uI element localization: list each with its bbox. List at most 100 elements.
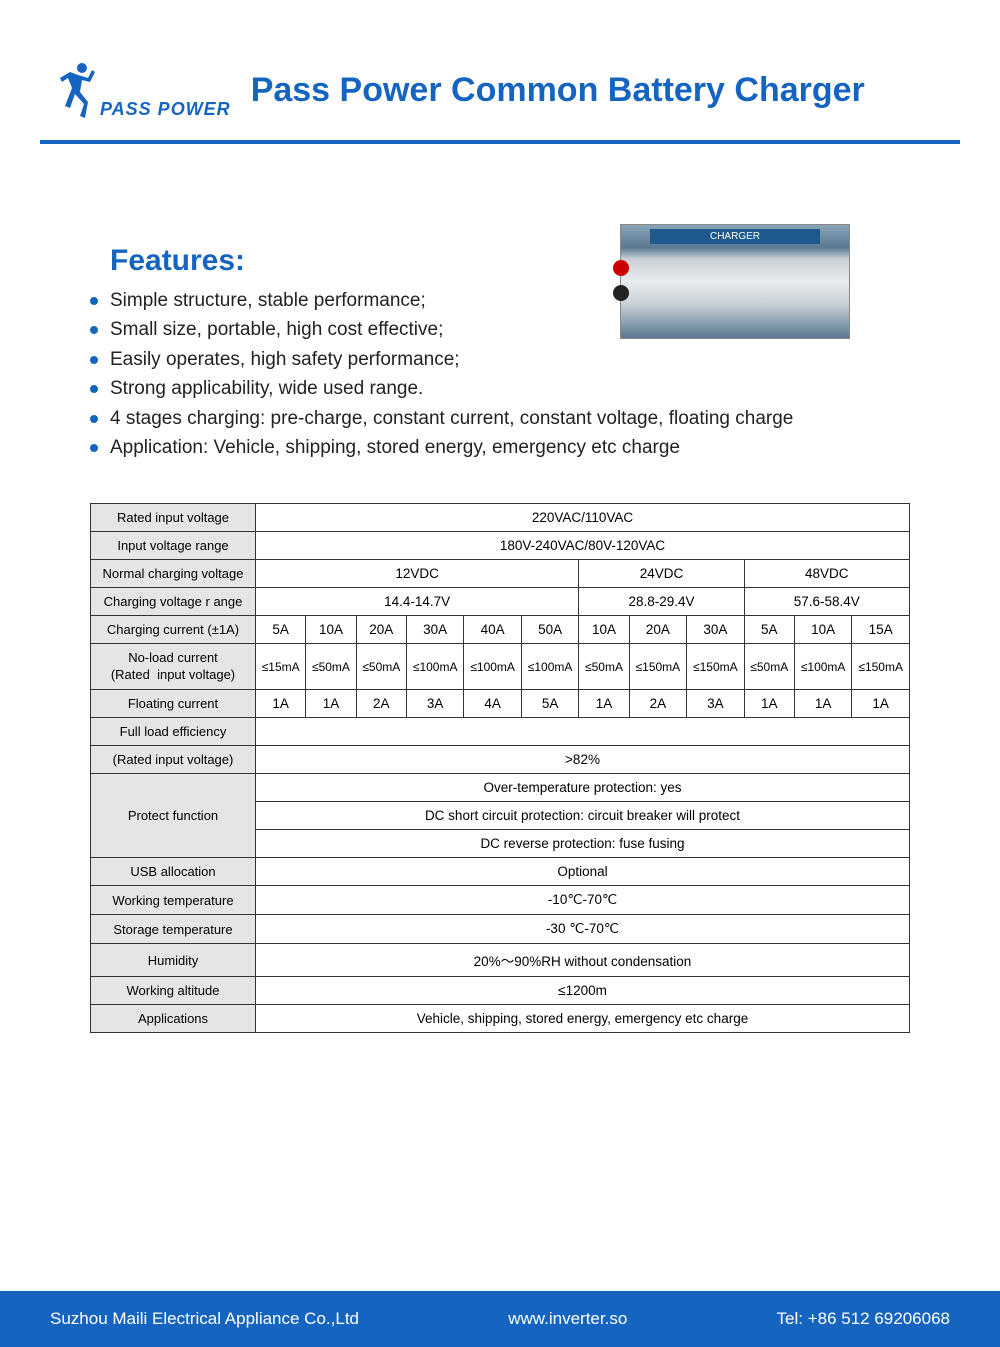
- table-row: Input voltage range 180V-240VAC/80V-120V…: [91, 531, 910, 559]
- page-title: Pass Power Common Battery Charger: [251, 71, 865, 110]
- cell: ≤50mA: [306, 643, 356, 690]
- row-label: Input voltage range: [91, 531, 256, 559]
- table-row: Protect function Over-temperature protec…: [91, 774, 910, 802]
- cell: 48VDC: [744, 559, 909, 587]
- footer-company: Suzhou Maili Electrical Appliance Co.,Lt…: [50, 1309, 359, 1329]
- row-label: Protect function: [91, 774, 256, 858]
- table-row: Floating current 1A 1A 2A 3A 4A 5A 1A 2A…: [91, 690, 910, 718]
- row-label: Humidity: [91, 944, 256, 977]
- logo: PASS POWER: [60, 60, 231, 120]
- logo-text: PASS POWER: [100, 99, 231, 120]
- feature-item: Easily operates, high safety performance…: [90, 345, 910, 374]
- cell: ≤50mA: [579, 643, 629, 690]
- logo-runner-icon: [60, 60, 100, 120]
- row-label: Full load efficiency: [91, 718, 256, 746]
- cell: 2A: [356, 690, 406, 718]
- cell: 30A: [406, 615, 463, 643]
- row-label: Working temperature: [91, 886, 256, 915]
- cell: ≤150mA: [629, 643, 686, 690]
- table-row: (Rated input voltage) >82%: [91, 746, 910, 774]
- footer-web: www.inverter.so: [508, 1309, 627, 1329]
- cell: 5A: [256, 615, 306, 643]
- cell: 1A: [794, 690, 851, 718]
- cell: 24VDC: [579, 559, 744, 587]
- cell: 10A: [579, 615, 629, 643]
- cell: 1A: [256, 690, 306, 718]
- cell: ≤50mA: [356, 643, 406, 690]
- cell: 1A: [852, 690, 910, 718]
- cell: 5A: [521, 690, 578, 718]
- cell: ≤15mA: [256, 643, 306, 690]
- row-label: Working altitude: [91, 977, 256, 1005]
- row-value: [256, 718, 910, 746]
- cell: 15A: [852, 615, 910, 643]
- cell: ≤150mA: [687, 643, 744, 690]
- cell: 10A: [794, 615, 851, 643]
- table-row: Rated input voltage 220VAC/110VAC: [91, 503, 910, 531]
- table-row: Storage temperature -30 ℃-70℃: [91, 915, 910, 944]
- row-value: DC reverse protection: fuse fusing: [256, 830, 910, 858]
- row-label: Floating current: [91, 690, 256, 718]
- row-value: 220VAC/110VAC: [256, 503, 910, 531]
- row-label: USB allocation: [91, 858, 256, 886]
- cell: 20A: [629, 615, 686, 643]
- cell: ≤100mA: [794, 643, 851, 690]
- spec-table: Rated input voltage 220VAC/110VAC Input …: [90, 503, 910, 1034]
- row-value: 180V-240VAC/80V-120VAC: [256, 531, 910, 559]
- row-value: -30 ℃-70℃: [256, 915, 910, 944]
- feature-item: 4 stages charging: pre-charge, constant …: [90, 404, 910, 433]
- row-label: Normal charging voltage: [91, 559, 256, 587]
- row-label: No-load current(Rated input voltage): [91, 643, 256, 690]
- feature-item: Simple structure, stable performance;: [90, 286, 910, 315]
- features-list: Simple structure, stable performance; Sm…: [90, 286, 910, 463]
- row-label: Applications: [91, 1005, 256, 1033]
- table-row: Charging voltage r ange 14.4-14.7V 28.8-…: [91, 587, 910, 615]
- table-row: Applications Vehicle, shipping, stored e…: [91, 1005, 910, 1033]
- footer-tel: Tel: +86 512 69206068: [777, 1309, 950, 1329]
- cell: 40A: [464, 615, 521, 643]
- cell: 1A: [579, 690, 629, 718]
- table-row: Charging current (±1A) 5A 10A 20A 30A 40…: [91, 615, 910, 643]
- cell: ≤100mA: [521, 643, 578, 690]
- row-label: Storage temperature: [91, 915, 256, 944]
- cell: 12VDC: [256, 559, 579, 587]
- row-label: Charging current (±1A): [91, 615, 256, 643]
- feature-item: Application: Vehicle, shipping, stored e…: [90, 433, 910, 462]
- cell: 50A: [521, 615, 578, 643]
- cell: 3A: [406, 690, 463, 718]
- row-value: ≤1200m: [256, 977, 910, 1005]
- row-value: Over-temperature protection: yes: [256, 774, 910, 802]
- row-label: Charging voltage r ange: [91, 587, 256, 615]
- cell: ≤150mA: [852, 643, 910, 690]
- row-value: DC short circuit protection: circuit bre…: [256, 802, 910, 830]
- feature-item: Strong applicability, wide used range.: [90, 374, 910, 403]
- cell: ≤50mA: [744, 643, 794, 690]
- cell: 10A: [306, 615, 356, 643]
- header: PASS POWER Pass Power Common Battery Cha…: [0, 0, 1000, 130]
- cell: 28.8-29.4V: [579, 587, 744, 615]
- row-value: -10℃-70℃: [256, 886, 910, 915]
- table-row: No-load current(Rated input voltage) ≤15…: [91, 643, 910, 690]
- row-value: 20%～90%RH without condensation: [256, 944, 910, 977]
- row-label: Rated input voltage: [91, 503, 256, 531]
- table-row: Working altitude ≤1200m: [91, 977, 910, 1005]
- row-value: >82%: [256, 746, 910, 774]
- table-row: Normal charging voltage 12VDC 24VDC 48VD…: [91, 559, 910, 587]
- row-value: Optional: [256, 858, 910, 886]
- cell: 14.4-14.7V: [256, 587, 579, 615]
- cell: 4A: [464, 690, 521, 718]
- row-label: (Rated input voltage): [91, 746, 256, 774]
- cell: 3A: [687, 690, 744, 718]
- table-row: Full load efficiency: [91, 718, 910, 746]
- cell: 2A: [629, 690, 686, 718]
- cell: 1A: [306, 690, 356, 718]
- cell: ≤100mA: [464, 643, 521, 690]
- footer: Suzhou Maili Electrical Appliance Co.,Lt…: [0, 1291, 1000, 1347]
- cell: 57.6-58.4V: [744, 587, 909, 615]
- table-row: Humidity 20%～90%RH without condensation: [91, 944, 910, 977]
- table-row: Working temperature -10℃-70℃: [91, 886, 910, 915]
- content-area: Features: Simple structure, stable perfo…: [0, 144, 1000, 1033]
- cell: ≤100mA: [406, 643, 463, 690]
- table-row: USB allocation Optional: [91, 858, 910, 886]
- cell: 1A: [744, 690, 794, 718]
